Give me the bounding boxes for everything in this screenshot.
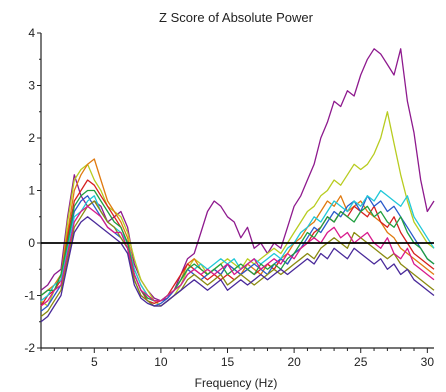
series-line-7	[40, 189, 435, 302]
series-line-10	[40, 216, 435, 323]
y-tick-label: 4	[28, 26, 35, 40]
y-tick-label: 3	[28, 79, 35, 93]
y-tick-label: -2	[24, 341, 35, 355]
plot-area: -2 -1 0 1 2 3 4 5 10 15 20 25 30	[24, 26, 435, 369]
y-tick-label: 1	[28, 184, 35, 198]
y-tick-label: 0	[28, 236, 35, 250]
y-tick-label: 2	[28, 131, 35, 145]
series-line-5	[40, 195, 435, 312]
x-tick-label: 10	[154, 355, 168, 369]
x-tick-label: 20	[287, 355, 301, 369]
y-tick-label: -1	[24, 289, 35, 303]
x-tick-label: 30	[421, 355, 435, 369]
series-line-9	[40, 205, 435, 307]
x-tick-label: 25	[354, 355, 368, 369]
x-axis-label: Frequency (Hz)	[195, 376, 278, 390]
chart-title: Z Score of Absolute Power	[159, 10, 314, 25]
x-tick-label: 15	[221, 355, 235, 369]
x-tick-label: 5	[91, 355, 98, 369]
